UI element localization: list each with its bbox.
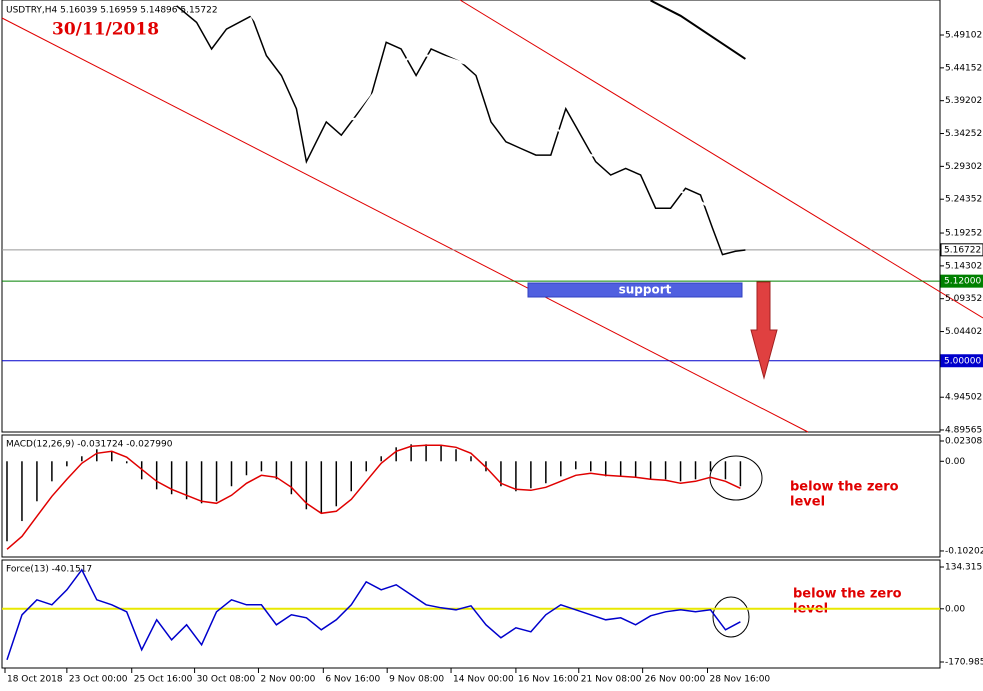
price-title: USDTRY,H4 5.16039 5.16959 5.14896 5.1572… [6,6,218,16]
y-tick-label: -170.9858 [945,657,983,667]
y-tick-label: -0.102028 [945,546,983,556]
y-tick-label: 5.29302 [945,162,982,172]
y-tick-label: 5.44152 [945,63,982,73]
down-arrow [750,281,778,380]
x-tick-label: 21 Nov 08:00 [581,675,642,685]
y-tick-label: 5.19252 [945,229,982,239]
level-box [940,274,983,288]
series-line [650,0,746,60]
channel-upper [459,0,983,319]
highlight-circle [712,596,750,638]
level-label: 5.12000 [944,277,981,287]
y-tick-label: 5.14302 [945,261,982,271]
x-tick-label: 14 Nov 00:00 [453,675,514,685]
y-tick-label: 0.023085 [945,436,983,446]
series-line [240,1,746,223]
series-line [176,5,746,256]
annotation: below the zero [790,480,899,495]
macd-title: MACD(12,26,9) -0.031724 -0.027990 [6,440,173,450]
date-label: 30/11/2018 [52,20,159,40]
y-tick-label: 4.89565 [945,425,982,435]
y-tick-label: 5.49102 [945,31,982,41]
level-box [940,243,983,257]
x-tick-label: 30 Oct 08:00 [197,675,256,685]
annotation: level [790,495,825,510]
support-zone [527,282,743,298]
series-line [6,444,741,550]
x-tick-label: 9 Nov 08:00 [389,675,444,685]
x-tick-label: 23 Oct 00:00 [69,675,128,685]
force-panel [1,559,941,669]
y-tick-label: 134.3157 [945,562,983,572]
y-tick-label: 5.34252 [945,129,982,139]
x-tick-label: 2 Nov 00:00 [260,675,315,685]
force-title: Force(13) -40.1517 [6,565,92,575]
x-tick-label: 28 Nov 16:00 [709,675,770,685]
x-tick-label: 18 Oct 2018 [7,675,63,685]
annotation: below the zero [793,587,902,602]
y-tick-label: 5.24352 [945,195,982,205]
y-tick-label: 5.04402 [945,327,982,337]
x-tick-label: 26 Nov 00:00 [645,675,706,685]
y-tick-label: 0.00 [945,457,965,467]
x-tick-label: 25 Oct 16:00 [134,675,193,685]
x-tick-label: 16 Nov 16:00 [518,675,579,685]
y-tick-label: 4.94502 [945,393,982,403]
support-label: support [619,283,672,297]
price-layer [2,0,940,362]
level-label: 5.00000 [944,356,981,366]
level-label: 5.16722 [944,245,981,255]
x-tick-label: 6 Nov 16:00 [325,675,380,685]
y-tick-label: 5.09352 [945,294,982,304]
y-tick-label: 0.00 [945,604,965,614]
series-line [6,568,741,661]
macd-panel [1,434,941,558]
y-tick-label: 5.39202 [945,96,982,106]
level-box [940,354,983,368]
channel-lower [1,17,809,433]
